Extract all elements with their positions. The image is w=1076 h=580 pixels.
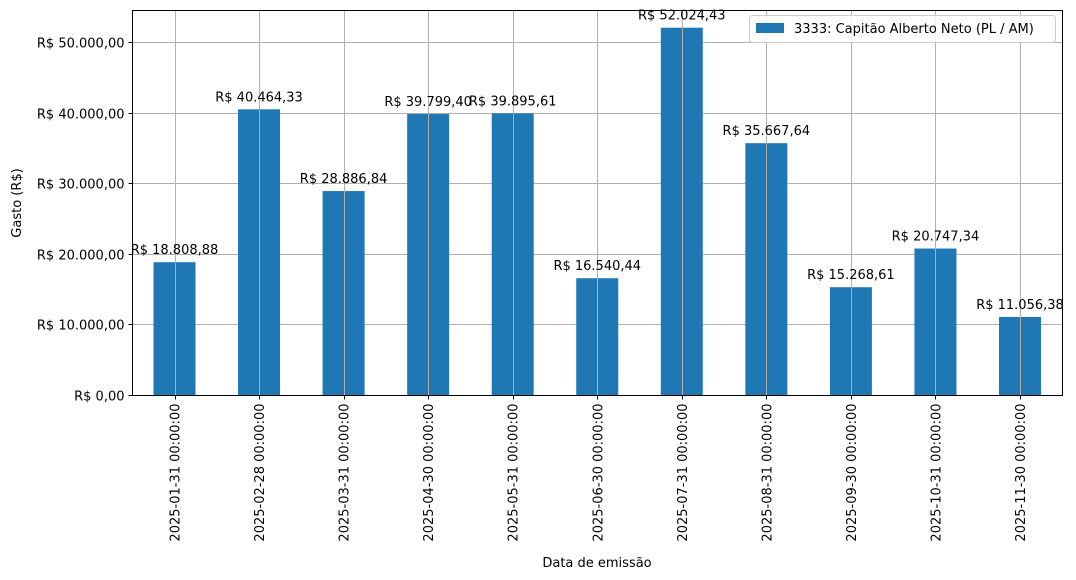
x-axis-ticks: 2025-01-31 00:00:00 2025-02-28 00:00:00 20…: [169, 395, 1029, 542]
bar: [322, 191, 365, 395]
x-tick-label: 2025-08-31 00:00:00: [760, 404, 775, 542]
bar-value-label: R$ 16.540,44: [553, 259, 641, 274]
legend-swatch: [756, 23, 784, 33]
legend: 3333: Capitão Alberto Neto (PL / AM): [749, 15, 1056, 43]
y-tick-label: R$ 20.000,00: [37, 249, 125, 264]
y-tick-label: R$ 50.000,00: [37, 37, 125, 52]
bar-value-label: R$ 40.464,33: [215, 90, 303, 105]
x-tick-label: 2025-05-31 00:00:00: [507, 404, 522, 542]
bar-value-label: R$ 11.056,38: [976, 298, 1064, 313]
bar-value-label: R$ 18.808,88: [131, 243, 219, 258]
bar-value-label: R$ 39.895,61: [469, 94, 557, 109]
bar: [829, 287, 872, 395]
bar-value-label: R$ 52.024,43: [638, 9, 726, 24]
bar-value-label: R$ 35.667,64: [723, 124, 811, 139]
bar: [660, 27, 703, 396]
bar-value-labels: R$ 18.808,88 R$ 40.464,33 R$ 28.886,84 R$ 3…: [131, 9, 1064, 396]
legend-box: [749, 15, 1056, 43]
bar: [153, 262, 196, 395]
x-tick-label: 2025-09-30 00:00:00: [845, 404, 860, 542]
y-tick-label: R$ 30.000,00: [37, 178, 125, 193]
bar-value-label: R$ 15.268,61: [807, 268, 895, 283]
y-axis-title: Gasto (R$): [10, 168, 25, 237]
y-tick-label: R$ 40.000,00: [37, 108, 125, 123]
y-axis-ticks: R$ 0,00 R$ 10.000,00 R$ 20.000,00 R$ 30.000…: [37, 37, 133, 405]
y-tick-label: R$ 10.000,00: [37, 319, 125, 334]
x-tick-label: 2025-01-31 00:00:00: [169, 404, 184, 542]
x-tick-label: 2025-07-31 00:00:00: [676, 404, 691, 542]
x-tick-label: 2025-06-30 00:00:00: [591, 404, 606, 542]
bar: [491, 113, 534, 396]
bar-value-label: R$ 39.799,40: [384, 95, 472, 110]
bar-value-label: R$ 20.747,34: [892, 230, 980, 245]
x-tick-label: 2025-04-30 00:00:00: [422, 404, 437, 542]
x-tick-label: 2025-03-31 00:00:00: [338, 404, 353, 542]
x-tick-label: 2025-02-28 00:00:00: [253, 404, 268, 542]
x-axis-title: Data de emissão: [542, 556, 651, 571]
x-tick-label: 2025-11-30 00:00:00: [1014, 404, 1029, 542]
y-tick-label: R$ 0,00: [74, 390, 124, 405]
legend-label: 3333: Capitão Alberto Neto (PL / AM): [794, 22, 1034, 37]
bar-value-label: R$ 28.886,84: [300, 172, 388, 187]
x-tick-label: 2025-10-31 00:00:00: [929, 404, 944, 542]
